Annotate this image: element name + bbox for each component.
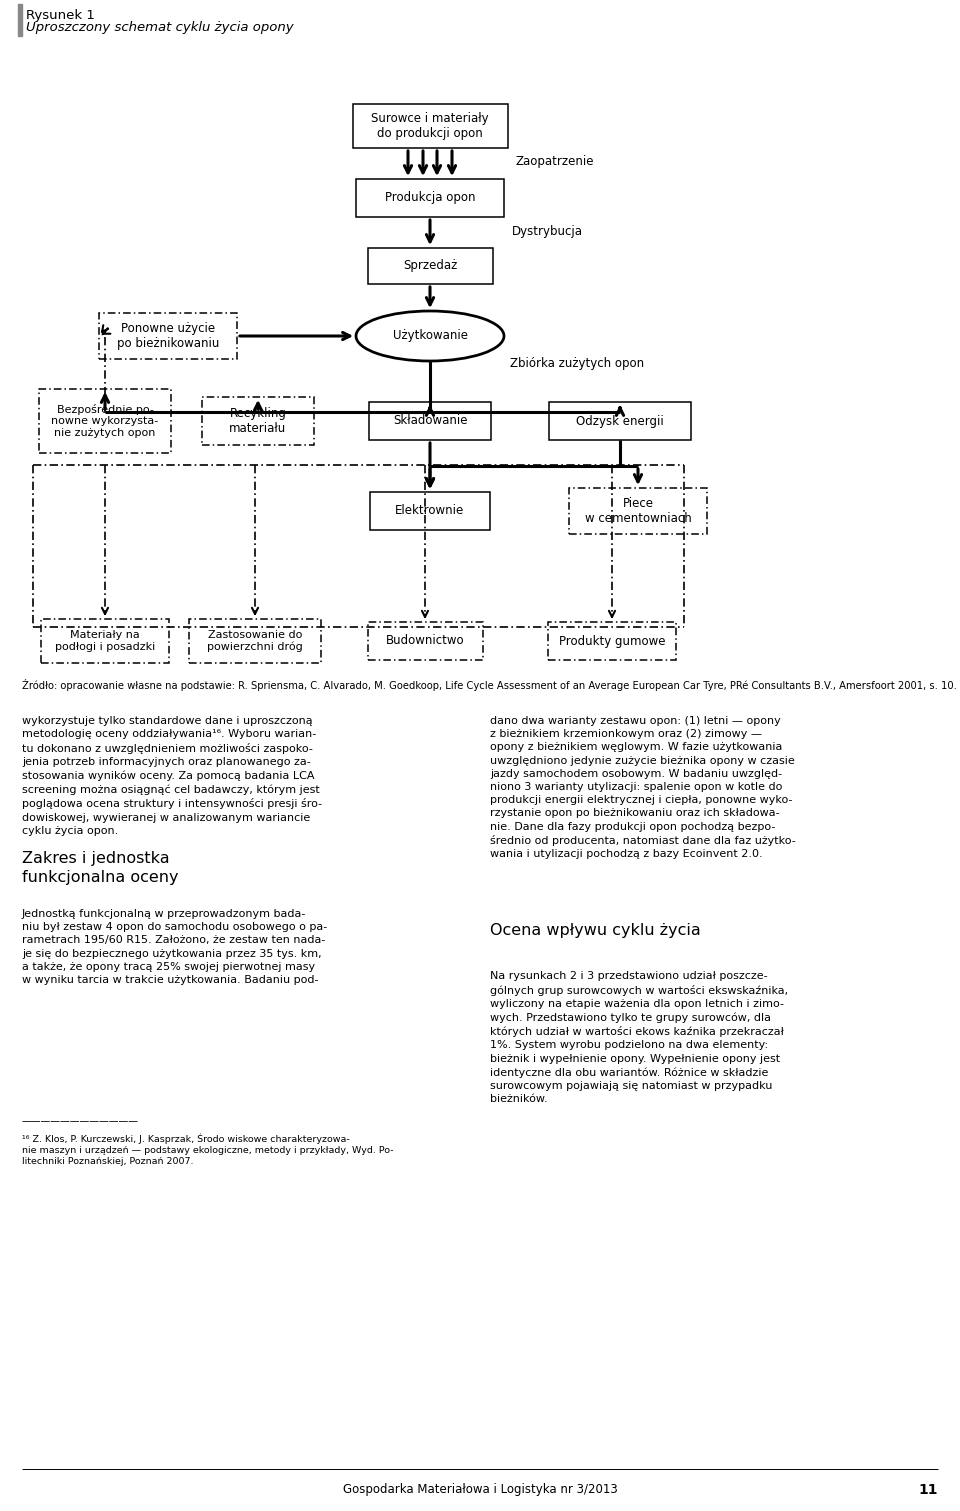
Text: Jednostką funkcjonalną w przeprowadzonym bada-
niu był zestaw 4 opon do samochod: Jednostką funkcjonalną w przeprowadzonym… (22, 910, 327, 985)
Text: Ocena wpływu cyklu życia: Ocena wpływu cyklu życia (490, 923, 701, 938)
Text: 11: 11 (919, 1482, 938, 1497)
FancyBboxPatch shape (352, 104, 508, 148)
FancyBboxPatch shape (569, 488, 707, 533)
Text: Ponowne użycie
po bieżnikowaniu: Ponowne użycie po bieżnikowaniu (117, 322, 219, 351)
Text: Dystrybucja: Dystrybucja (512, 225, 583, 239)
FancyBboxPatch shape (368, 248, 492, 284)
FancyBboxPatch shape (368, 623, 483, 660)
Text: Rysunek 1: Rysunek 1 (26, 9, 95, 23)
Text: Produkty gumowe: Produkty gumowe (559, 635, 665, 648)
Text: Źródło: opracowanie własne na podstawie: R. Spriensma, C. Alvarado, M. Goedkoop,: Źródło: opracowanie własne na podstawie:… (22, 678, 957, 691)
Ellipse shape (356, 311, 504, 361)
Text: Piece
w cementowniach: Piece w cementowniach (585, 497, 691, 524)
Text: Budownictwo: Budownictwo (386, 635, 465, 648)
Text: Na rysunkach 2 i 3 przedstawiono udział poszcze-
gólnych grup surowcowych w wart: Na rysunkach 2 i 3 przedstawiono udział … (490, 972, 788, 1105)
Text: Gospodarka Materiałowa i Logistyka nr 3/2013: Gospodarka Materiałowa i Logistyka nr 3/… (343, 1482, 617, 1496)
Text: Elektrownie: Elektrownie (396, 505, 465, 517)
Text: Zastosowanie do
powierzchni dróg: Zastosowanie do powierzchni dróg (207, 630, 302, 653)
FancyBboxPatch shape (39, 388, 171, 453)
FancyBboxPatch shape (41, 620, 169, 663)
Bar (18, 5, 21, 36)
Text: Recykling
materiału: Recykling materiału (229, 406, 287, 435)
Text: ¹⁶ Z. Klos, P. Kurczewski, J. Kasprzak, Środo wiskowe charakteryzowa-
nie maszyn: ¹⁶ Z. Klos, P. Kurczewski, J. Kasprzak, … (22, 1133, 394, 1166)
Text: Uproszczony schemat cyklu życia opony: Uproszczony schemat cyklu życia opony (26, 21, 294, 35)
Text: Surowce i materiały
do produkcji opon: Surowce i materiały do produkcji opon (372, 112, 489, 141)
Text: Użytkowanie: Użytkowanie (393, 329, 468, 343)
FancyBboxPatch shape (356, 178, 504, 218)
FancyBboxPatch shape (99, 313, 237, 360)
FancyBboxPatch shape (189, 620, 321, 663)
FancyBboxPatch shape (202, 397, 314, 446)
FancyBboxPatch shape (548, 623, 676, 660)
FancyBboxPatch shape (549, 402, 691, 440)
Text: Produkcja opon: Produkcja opon (385, 192, 475, 204)
Text: Zbiórka zużytych opon: Zbiórka zużytych opon (510, 357, 644, 370)
FancyBboxPatch shape (369, 402, 491, 440)
Text: Odzysk energii: Odzysk energii (576, 414, 664, 428)
Text: Składowanie: Składowanie (393, 414, 468, 428)
Text: Sprzedaż: Sprzedaż (403, 260, 457, 272)
Text: dano dwa warianty zestawu opon: (1) letni — opony
z bieżnikiem krzemionkowym ora: dano dwa warianty zestawu opon: (1) letn… (490, 716, 796, 860)
FancyBboxPatch shape (370, 493, 490, 530)
Text: Materiały na
podłogi i posadzki: Materiały na podłogi i posadzki (55, 630, 156, 651)
Text: Bezpośrednie po-
nowne wykorzysta-
nie zużytych opon: Bezpośrednie po- nowne wykorzysta- nie z… (52, 403, 158, 438)
Text: Zakres i jednostka
funkcjonalna oceny: Zakres i jednostka funkcjonalna oceny (22, 851, 179, 884)
Text: Zaopatrzenie: Zaopatrzenie (516, 156, 594, 169)
Text: wykorzystuje tylko standardowe dane i uproszczoną
metodologię oceny oddziaływani: wykorzystuje tylko standardowe dane i up… (22, 716, 323, 836)
Text: ————————————: ———————————— (22, 1117, 139, 1126)
